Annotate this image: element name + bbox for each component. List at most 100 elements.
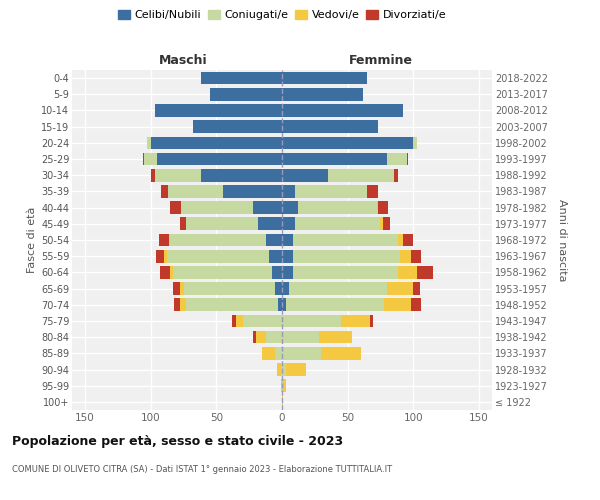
Bar bbox=[275, 347, 282, 360]
Bar bbox=[282, 282, 289, 295]
Bar bbox=[378, 202, 388, 214]
Bar bbox=[400, 250, 410, 262]
Bar bbox=[293, 234, 398, 246]
Bar bbox=[175, 298, 179, 311]
Bar bbox=[277, 363, 281, 376]
Text: COMUNE DI OLIVETO CITRA (SA) - Dati ISTAT 1° gennaio 2023 - Elaborazione TUTTITA: COMUNE DI OLIVETO CITRA (SA) - Dati ISTA… bbox=[12, 465, 392, 474]
Bar bbox=[253, 202, 282, 214]
Bar bbox=[282, 72, 367, 85]
Bar bbox=[256, 331, 266, 344]
Text: Femmine: Femmine bbox=[349, 54, 412, 67]
Bar bbox=[143, 152, 144, 166]
Bar bbox=[169, 234, 170, 246]
Bar bbox=[173, 266, 271, 278]
Bar bbox=[403, 234, 413, 246]
Bar bbox=[275, 282, 282, 295]
Bar bbox=[385, 298, 410, 311]
Bar bbox=[200, 169, 282, 181]
Bar bbox=[269, 250, 282, 262]
Bar bbox=[179, 298, 186, 311]
Bar bbox=[387, 282, 413, 295]
Bar bbox=[282, 104, 403, 117]
Bar bbox=[295, 218, 380, 230]
Bar bbox=[253, 331, 256, 344]
Bar bbox=[282, 331, 319, 344]
Bar bbox=[289, 282, 387, 295]
Bar bbox=[173, 282, 179, 295]
Bar bbox=[367, 185, 378, 198]
Bar bbox=[144, 152, 157, 166]
Bar bbox=[383, 218, 389, 230]
Bar bbox=[410, 250, 421, 262]
Bar bbox=[293, 250, 400, 262]
Y-axis label: Anni di nascita: Anni di nascita bbox=[557, 198, 567, 281]
Bar bbox=[236, 314, 242, 328]
Bar bbox=[181, 202, 253, 214]
Bar bbox=[179, 218, 186, 230]
Bar bbox=[282, 314, 341, 328]
Bar bbox=[282, 298, 286, 311]
Bar bbox=[184, 282, 275, 295]
Bar bbox=[160, 266, 170, 278]
Bar bbox=[298, 202, 377, 214]
Bar bbox=[164, 250, 167, 262]
Bar bbox=[319, 331, 352, 344]
Text: Popolazione per età, sesso e stato civile - 2023: Popolazione per età, sesso e stato civil… bbox=[12, 435, 343, 448]
Bar bbox=[282, 250, 293, 262]
Bar bbox=[282, 120, 378, 133]
Bar bbox=[232, 314, 236, 328]
Text: Maschi: Maschi bbox=[159, 54, 208, 67]
Bar bbox=[407, 152, 408, 166]
Bar bbox=[282, 185, 295, 198]
Bar bbox=[193, 120, 282, 133]
Bar bbox=[151, 136, 282, 149]
Bar bbox=[413, 136, 417, 149]
Bar bbox=[155, 104, 282, 117]
Bar bbox=[158, 234, 169, 246]
Bar bbox=[170, 202, 181, 214]
Bar bbox=[168, 185, 223, 198]
Bar bbox=[282, 234, 293, 246]
Bar bbox=[282, 266, 293, 278]
Bar bbox=[410, 298, 421, 311]
Bar bbox=[322, 347, 361, 360]
Bar bbox=[179, 282, 184, 295]
Bar bbox=[259, 218, 282, 230]
Bar bbox=[282, 218, 295, 230]
Bar bbox=[281, 363, 282, 376]
Bar bbox=[398, 266, 417, 278]
Bar bbox=[282, 169, 328, 181]
Bar bbox=[286, 298, 385, 311]
Bar bbox=[387, 152, 407, 166]
Bar bbox=[295, 185, 367, 198]
Bar bbox=[282, 202, 298, 214]
Bar bbox=[210, 88, 282, 101]
Bar bbox=[266, 331, 282, 344]
Bar bbox=[282, 88, 364, 101]
Bar bbox=[398, 234, 403, 246]
Bar bbox=[282, 152, 387, 166]
Bar bbox=[271, 266, 282, 278]
Bar bbox=[282, 396, 283, 408]
Bar bbox=[151, 169, 155, 181]
Bar bbox=[377, 202, 378, 214]
Bar bbox=[282, 380, 283, 392]
Bar bbox=[341, 314, 370, 328]
Bar bbox=[242, 314, 282, 328]
Bar bbox=[223, 185, 282, 198]
Bar bbox=[282, 347, 322, 360]
Bar bbox=[147, 136, 151, 149]
Bar bbox=[200, 72, 282, 85]
Bar bbox=[417, 266, 433, 278]
Bar bbox=[282, 363, 286, 376]
Bar bbox=[281, 380, 282, 392]
Bar bbox=[155, 169, 200, 181]
Bar bbox=[328, 169, 394, 181]
Bar bbox=[370, 314, 373, 328]
Bar bbox=[278, 298, 282, 311]
Bar bbox=[266, 234, 282, 246]
Bar bbox=[262, 347, 275, 360]
Bar bbox=[167, 250, 269, 262]
Y-axis label: Fasce di età: Fasce di età bbox=[26, 207, 37, 273]
Bar bbox=[286, 363, 305, 376]
